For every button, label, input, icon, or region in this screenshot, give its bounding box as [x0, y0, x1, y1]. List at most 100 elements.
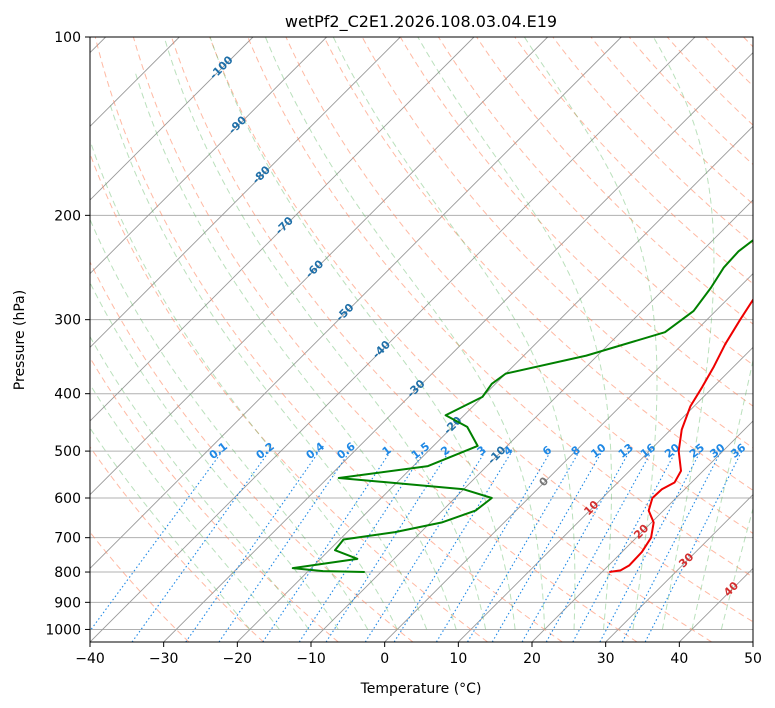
mixing-ratio-line	[572, 450, 677, 642]
x-tick-label: 50	[744, 651, 762, 667]
isotherm-label: 20	[631, 521, 651, 541]
dry-adiabat-line	[400, 37, 753, 407]
mixing-ratio-line	[185, 450, 320, 642]
x-tick-label: 20	[523, 651, 541, 667]
y-tick-label: 600	[54, 491, 81, 507]
mixing-ratio-label: 36	[728, 441, 748, 461]
x-tick-label: 0	[380, 651, 389, 667]
isotherm-label: 40	[721, 579, 741, 599]
dry-adiabat-line	[90, 446, 264, 642]
mixing-ratio-label: 0.1	[207, 440, 230, 462]
moist-adiabat-line	[90, 218, 369, 630]
isotherm-label: -100	[207, 53, 236, 82]
y-tick-label: 900	[54, 595, 81, 611]
moist-adiabat-line	[652, 37, 715, 630]
isotherm-label: 30	[676, 550, 696, 570]
isotherm-label: -90	[226, 113, 249, 136]
dry-adiabat-line	[705, 37, 753, 87]
mixing-ratio-label: 16	[638, 441, 658, 461]
dry-adiabat-line	[90, 356, 339, 642]
x-tick-label: −20	[223, 651, 253, 667]
dry-adiabat-line	[90, 531, 190, 642]
isotherm-label: -80	[250, 163, 273, 186]
y-axis: 100 200 300 400 500 600 700 800 900 1000	[45, 30, 90, 638]
isotherm-line	[605, 494, 753, 642]
isotherm-line	[90, 37, 548, 496]
isotherm-line	[237, 125, 753, 642]
isotherm-line	[90, 37, 622, 569]
temperature-line	[609, 297, 753, 574]
dry-adiabat-line	[667, 37, 753, 126]
y-tick-label: 1000	[45, 622, 81, 638]
mixing-ratio-line	[393, 450, 513, 642]
y-tick-label: 100	[54, 30, 81, 46]
x-tick-label: 30	[597, 651, 615, 667]
isotherm-label: -20	[441, 414, 464, 437]
dry-adiabat-line	[628, 37, 753, 166]
mixing-ratio-line	[325, 450, 450, 642]
x-axis: −40 −30 −20 −10 0 10 20 30 40 50	[75, 642, 762, 667]
mixing-ratio-line	[491, 450, 603, 642]
moist-adiabat-line	[109, 104, 428, 630]
moist-adiabat-line	[691, 357, 753, 630]
moist-adiabat-line	[90, 383, 280, 630]
moist-adiabat-line	[523, 37, 658, 630]
dry-adiabat-line	[438, 37, 753, 366]
mixing-ratio-label: 0.4	[304, 440, 328, 462]
isotherm-label: 0	[537, 474, 552, 489]
background-lines	[90, 37, 753, 642]
mixing-ratio-label: 25	[687, 441, 707, 461]
mixing-ratio-line	[435, 450, 552, 642]
mixing-ratio-line	[599, 450, 702, 642]
isotherm-line	[90, 37, 254, 201]
dry-adiabat-line	[323, 37, 753, 491]
mixing-ratio-label: 10	[588, 441, 608, 461]
mixing-ratio-line	[364, 450, 486, 642]
isotherm-label: -50	[333, 301, 356, 324]
dry-adiabat-line	[209, 37, 753, 623]
dry-adiabat-line	[133, 37, 638, 642]
mixing-ratio-label: 1.5	[409, 440, 432, 462]
y-tick-label: 700	[54, 531, 81, 547]
mixing-ratio-line	[90, 450, 223, 632]
dry-adiabat-line	[590, 37, 753, 205]
isotherm-line	[384, 273, 753, 642]
moist-adiabat-line	[209, 37, 516, 630]
x-tick-label: −10	[296, 651, 326, 667]
chart-title: wetPf2_C2E1.2026.108.03.04.E19	[285, 12, 557, 32]
moist-adiabat-line	[134, 72, 457, 630]
dry-adiabat-line	[743, 37, 753, 48]
dry-adiabat-line	[171, 37, 713, 642]
dry-adiabat-line	[476, 37, 753, 325]
moist-adiabat-line	[90, 335, 310, 630]
moist-adiabat-line	[264, 37, 546, 630]
dewpoint-line	[291, 239, 753, 574]
isotherm-label: -40	[370, 338, 393, 361]
moist-adiabat-line	[90, 138, 398, 630]
isotherm-line	[310, 199, 753, 642]
moist-adiabat-line	[332, 37, 576, 630]
dry-adiabat-line	[514, 37, 753, 285]
profile-lines	[291, 239, 753, 574]
mixing-ratio-line	[218, 450, 351, 642]
isotherm-line	[90, 37, 401, 348]
isotherm-line	[90, 37, 696, 642]
plot-frame	[89, 36, 754, 643]
dry-adiabat-line	[90, 260, 414, 642]
mixing-ratio-line	[467, 450, 580, 642]
isotherm-label: 10	[581, 498, 601, 518]
x-axis-title: Temperature (°C)	[360, 681, 482, 697]
y-tick-label: 400	[54, 387, 81, 403]
y-tick-label: 500	[54, 444, 81, 460]
mixing-ratio-label: 30	[707, 441, 727, 461]
x-tick-label: −30	[149, 651, 179, 667]
moist-adiabat-line	[163, 37, 487, 630]
x-tick-label: −40	[75, 651, 105, 667]
moist-adiabat-line	[90, 427, 251, 630]
moist-adiabat-line	[417, 37, 613, 630]
mixing-ratio-label: 13	[616, 441, 636, 461]
isotherm-line	[752, 641, 753, 642]
y-tick-label: 200	[54, 208, 81, 224]
x-tick-label: 10	[449, 651, 467, 667]
